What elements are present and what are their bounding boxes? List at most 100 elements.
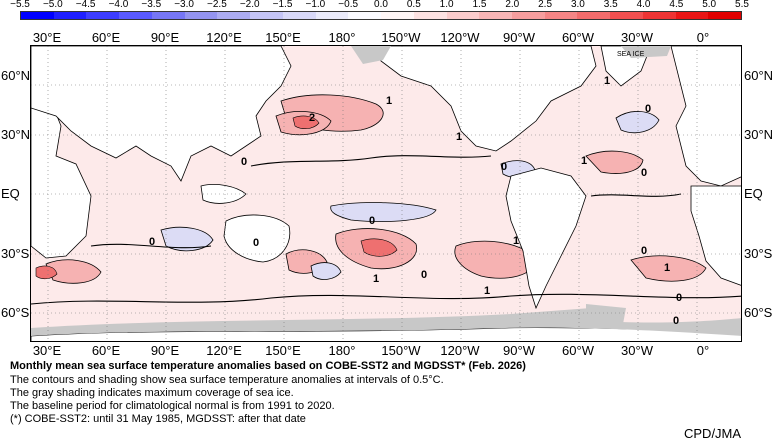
land-north-america [375,46,597,152]
latitude-label: EQ [744,186,763,201]
colorbar-segment [348,12,382,19]
strong-warm-area-south-pacific [360,238,398,257]
contour-label: 0 [241,156,247,168]
latitude-label: 30°S [744,246,773,261]
longitude-label: 180° [328,30,356,45]
latitude-label: 60°N [1,68,31,83]
colorbar-tick-label: 5.5 [735,0,749,10]
strong-warm-areas [35,115,398,280]
sea-ice-weddell [586,304,626,324]
colorbar-tick-label: 0.0 [374,0,388,10]
latitude-label: 60°S [1,305,30,320]
colorbar-segment [413,12,447,19]
latitude-label: 60°N [744,68,774,83]
strong-warm-area-agulhas [35,265,58,280]
longitude-label: 90°W [503,30,535,45]
longitude-label: 60°E [91,30,121,45]
warm-area-south-indian [45,259,102,284]
colorbar-segment [282,12,316,19]
map-canvas: SEA ICE 1 2 1 0 1 0 0 1 0 0 0 1 0 1 1 0 … [31,46,741,341]
caption-title: Monthly mean sea surface temperature ano… [10,360,526,372]
land-masses [31,46,741,341]
sea-ice-arctic-atlantic [621,46,671,58]
colorbar-tick-label: −5.0 [42,0,63,10]
longitude-label: 150°W [381,30,421,45]
colorbar-tick-label: 2.5 [538,0,553,10]
caption-line: The gray shading indicates maximum cover… [10,387,294,399]
contour-label: 2 [309,112,315,124]
longitude-label: 30°E [32,30,62,45]
colorbar [20,11,742,20]
contour-south-indian [90,243,212,249]
colorbar-segment [21,12,54,19]
contour-label: 0 [645,103,651,115]
colorbar-tick-label: 4.5 [669,0,684,10]
colorbar-segment [610,12,643,19]
sea-ice-label: SEA ICE [617,51,645,58]
contour-label: 0 [421,269,427,281]
contour-label: 1 [373,273,379,285]
contour-label: 1 [604,75,610,87]
latitude-label: EQ [1,186,20,201]
credit: CPD/JMA [684,426,742,441]
land-southern-africa [690,185,741,286]
cool-area-southern-ocean [310,262,342,280]
contour-label: 0 [253,237,259,249]
longitude-label: 30°W [621,343,653,358]
colorbar-tick-label: −1.5 [272,0,293,10]
caption-line: The contours and shading show sea surfac… [10,374,444,386]
sea-ice-areas [31,46,741,336]
longitude-label: 120°E [206,30,242,45]
longitude-label: 120°E [206,343,242,358]
contour-tropical-pacific [250,155,492,167]
contour-label: 1 [456,131,462,143]
warm-area-south-atlantic [630,255,707,282]
colorbar-segment [184,12,218,19]
colorbar-segment [119,12,152,19]
colorbar-segment [315,12,349,19]
contour-southern-ocean [31,293,741,305]
sea-ice-southern-ocean [31,308,741,336]
contour-label: 0 [641,167,647,179]
longitude-label: 90°W [503,343,535,358]
warm-area-southeast-pacific [454,240,537,279]
colorbar-tick-label: 3.5 [603,0,618,10]
colorbar-segment [512,12,545,19]
colorbar-segment [577,12,611,19]
colorbar-tick-label: 3.0 [570,0,585,10]
colorbar-tick-label: −3.0 [174,0,194,10]
colorbar-tick-label: 1.5 [472,0,487,10]
land-eurasia [31,46,292,182]
colorbar-tick-label: −4.0 [108,0,129,10]
warm-anomaly-areas [45,94,707,284]
contour-label: 0 [673,315,679,327]
colorbar-tick-label: −1.0 [305,0,326,10]
cool-anomaly-areas [160,111,660,280]
contour-label: 1 [664,262,670,274]
colorbar-tick-labels: −5.5 −5.0 −4.5 −4.0 −3.5 −3.0 −2.5 −2.0 −1.5 −1.0… [0,0,774,11]
colorbar-tick-label: −2.0 [239,0,260,10]
colorbar-tick-label: −2.5 [207,0,227,10]
latitude-label: 60°S [744,305,773,320]
contour-label: 0 [676,292,682,304]
latitude-label: 30°S [1,246,30,261]
land-south-america [505,167,587,310]
longitude-label: 150°E [265,343,301,358]
contour-labels: 1 2 1 0 1 0 0 1 0 0 0 1 0 1 1 0 0 0 1 0 [149,75,682,327]
colorbar-tick-label: −0.5 [338,0,359,10]
longitude-labels-bottom: 30°E 60°E 90°E 120°E 150°E 180° 150°W 120°W 90°W… [0,343,774,359]
contour-label: 1 [386,95,392,107]
colorbar-segment [544,12,578,19]
colorbar-segment [446,12,480,19]
colorbar-segment [151,12,185,19]
colorbar-segment [250,12,283,19]
cool-area-indian-ocean [160,226,214,252]
longitude-label: 150°E [265,30,301,45]
colorbar-tick-label: 4.0 [636,0,651,10]
longitude-label: 90°E [150,30,180,45]
sst-anomaly-map: SEA ICE 1 2 1 0 1 0 0 1 0 0 0 1 0 1 1 0 … [30,45,742,342]
longitude-label: 180° [328,343,356,358]
colorbar-tick-label: 5.0 [702,0,717,10]
graticule [31,46,741,341]
strong-warm-area-kuroshio [292,115,320,129]
